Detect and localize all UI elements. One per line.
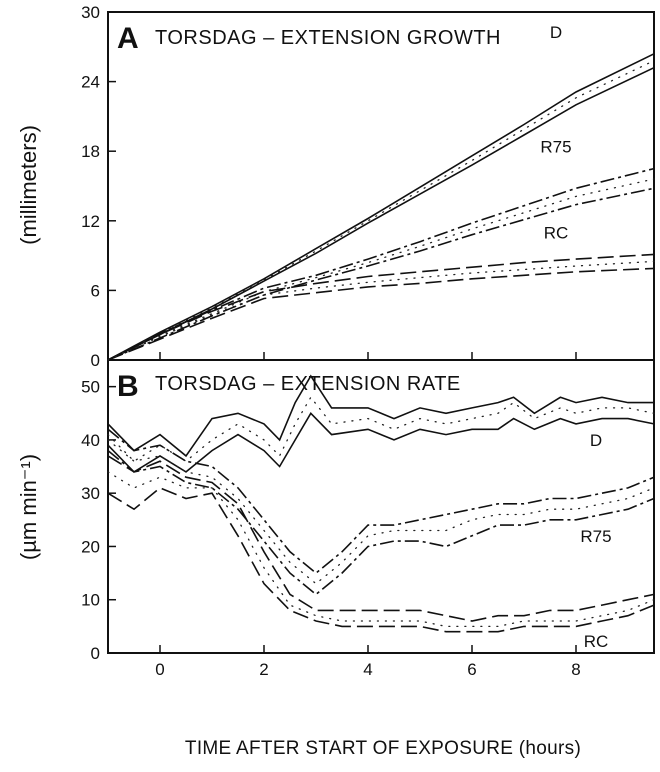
series-d-upper-line [107,374,654,458]
panel-a-ticks: 0 6 12 18 24 30 [81,3,577,370]
y-tick-label: 40 [81,431,100,450]
series-rc-mean-line [107,260,655,361]
series-r75-upper-line [107,428,655,575]
panel-b-title: TORSDAG – EXTENSION RATE [155,373,461,395]
panel-b-series: D R75 RC [107,374,655,651]
panel-a-ylabel: (millimeters) [16,125,41,245]
series-d-lower-line [107,66,655,361]
series-label-rc: RC [584,632,609,651]
y-tick-label: 6 [91,281,100,300]
x-tick-label: 0 [155,660,164,679]
x-tick-label: 6 [467,660,476,679]
panel-b-frame [107,359,655,654]
x-tick-label: 2 [259,660,268,679]
series-rc-lower-line [107,486,655,633]
series-r75-lower-line [107,187,655,361]
x-tick-label: 8 [571,660,580,679]
series-rc-mean-line [107,471,655,628]
y-tick-label: 12 [81,212,100,231]
y-tick-label: 0 [91,351,100,370]
x-axis-title: TIME AFTER START OF EXPOSURE (hours) [185,738,581,759]
series-rc-lower-line [107,267,655,361]
series-label-r75: R75 [580,527,611,546]
panel-b-ylabel: (µm min⁻¹) [16,454,41,560]
y-tick-label: 0 [91,644,100,663]
series-r75-lower-line [107,449,655,596]
series-r75-mean-line [107,439,655,585]
series-label-rc: RC [544,223,569,242]
panel-a-letter: A [117,22,139,55]
y-tick-label: 20 [81,537,100,556]
panel-a-title: TORSDAG – EXTENSION GROWTH [155,27,501,49]
panel-b-letter: B [117,370,139,403]
x-tick-label: 4 [363,660,372,679]
series-r75-mean-line [107,178,655,361]
y-tick-label: 24 [81,73,100,92]
panel-b-ticks: 0 10 20 30 40 50 0 2 4 6 8 [81,378,581,679]
series-label-d: D [590,431,602,450]
series-d-upper-line [107,53,655,361]
series-rc-upper-line [107,253,655,361]
panel-a-series: D R75 RC [107,23,655,361]
series-d-lower-line [107,411,655,473]
series-d-mean-line [107,60,655,361]
series-label-d: D [550,23,562,42]
y-tick-label: 18 [81,142,100,161]
y-tick-label: 50 [81,378,100,397]
series-label-r75: R75 [540,138,571,157]
series-r75-upper-line [107,167,655,361]
panel-a-frame [107,11,655,361]
y-tick-label: 30 [81,3,100,22]
y-tick-label: 30 [81,484,100,503]
y-tick-label: 10 [81,591,100,610]
series-rc-upper-line [107,455,655,622]
